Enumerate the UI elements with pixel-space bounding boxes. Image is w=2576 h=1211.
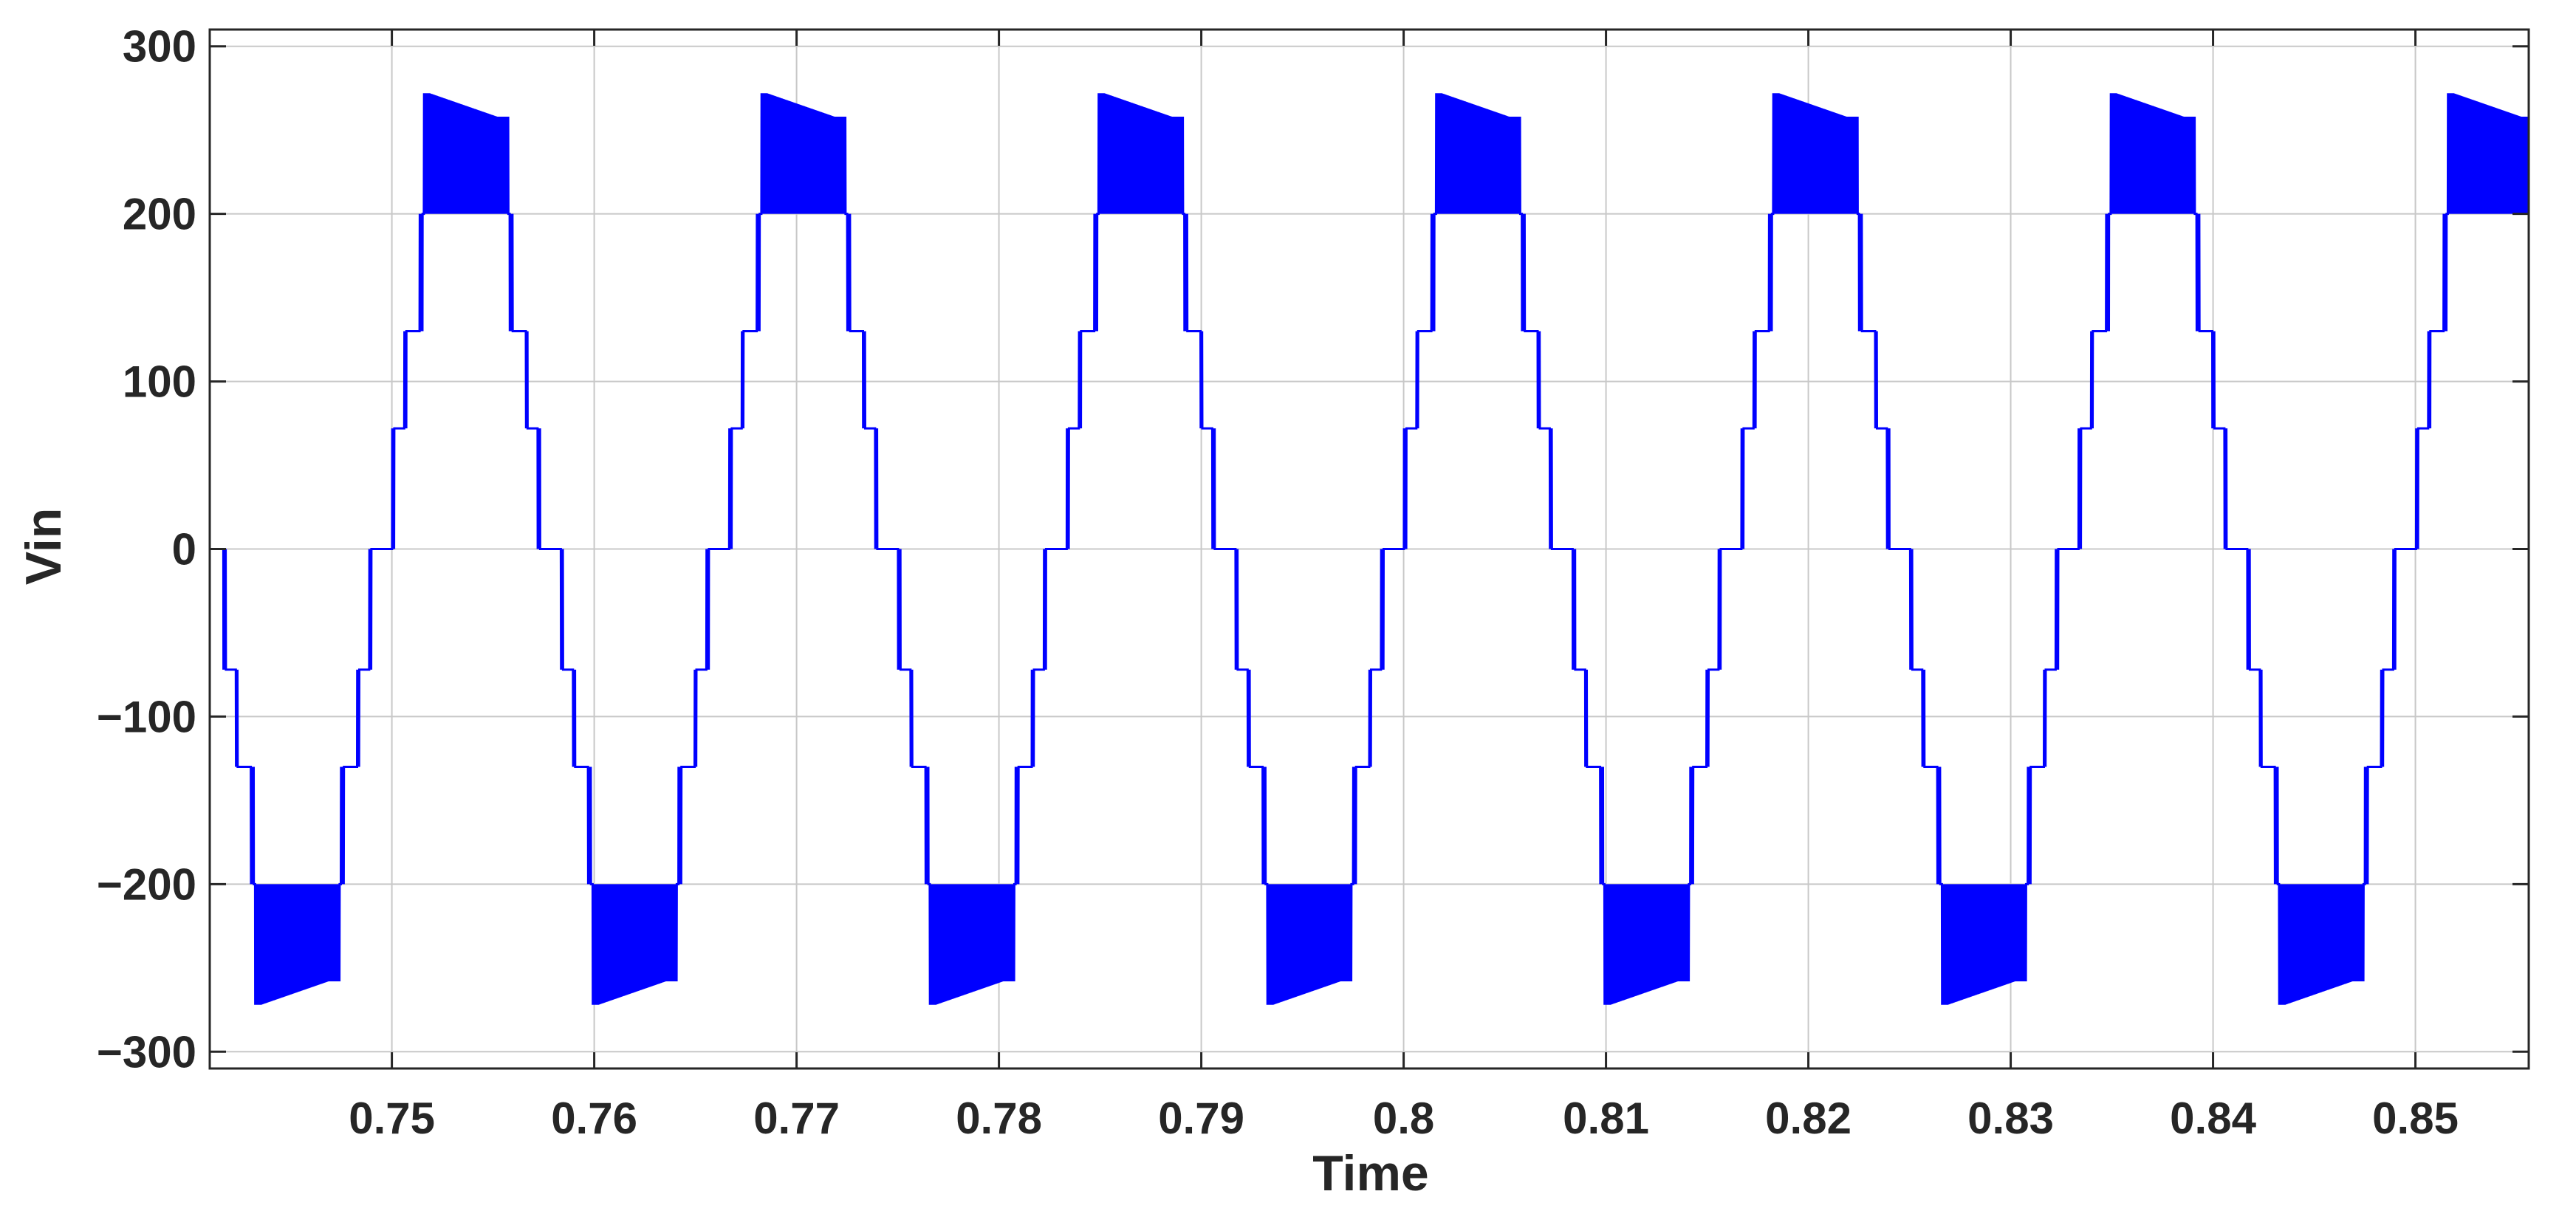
x-tick-label: 0.77 <box>753 1094 840 1143</box>
x-tick-labels: 0.75 0.76 0.77 0.78 0.79 0.8 0.81 0.82 0.83 0.84 0… <box>349 1094 2459 1143</box>
series-vin <box>210 93 2530 1005</box>
x-tick-label: 0.75 <box>349 1094 435 1143</box>
y-tick-label: 100 <box>123 357 196 407</box>
y-tick-label: −200 <box>97 860 196 909</box>
x-tick-label: 0.83 <box>1967 1094 2054 1143</box>
vin-trace <box>210 93 2530 1005</box>
y-tick-label: 0 <box>172 525 196 574</box>
y-tick-label: 200 <box>123 190 196 239</box>
x-tick-label: 0.82 <box>1765 1094 1852 1143</box>
y-axis-label: Vin <box>16 508 72 586</box>
x-tick-label: 0.79 <box>1158 1094 1244 1143</box>
x-tick-label: 0.81 <box>1563 1094 1649 1143</box>
axis-ticks <box>210 30 2529 1068</box>
y-tick-label: −100 <box>97 692 196 741</box>
x-tick-label: 0.78 <box>956 1094 1042 1143</box>
x-tick-label: 0.84 <box>2170 1094 2256 1143</box>
x-tick-label: 0.76 <box>551 1094 637 1143</box>
y-tick-labels: 300 200 100 0 −100 −200 −300 <box>97 22 196 1077</box>
y-tick-label: −300 <box>97 1027 196 1077</box>
x-axis-label: Time <box>1312 1145 1428 1201</box>
x-tick-label: 0.8 <box>1373 1094 1434 1143</box>
x-tick-label: 0.85 <box>2372 1094 2459 1143</box>
y-tick-label: 300 <box>123 22 196 72</box>
